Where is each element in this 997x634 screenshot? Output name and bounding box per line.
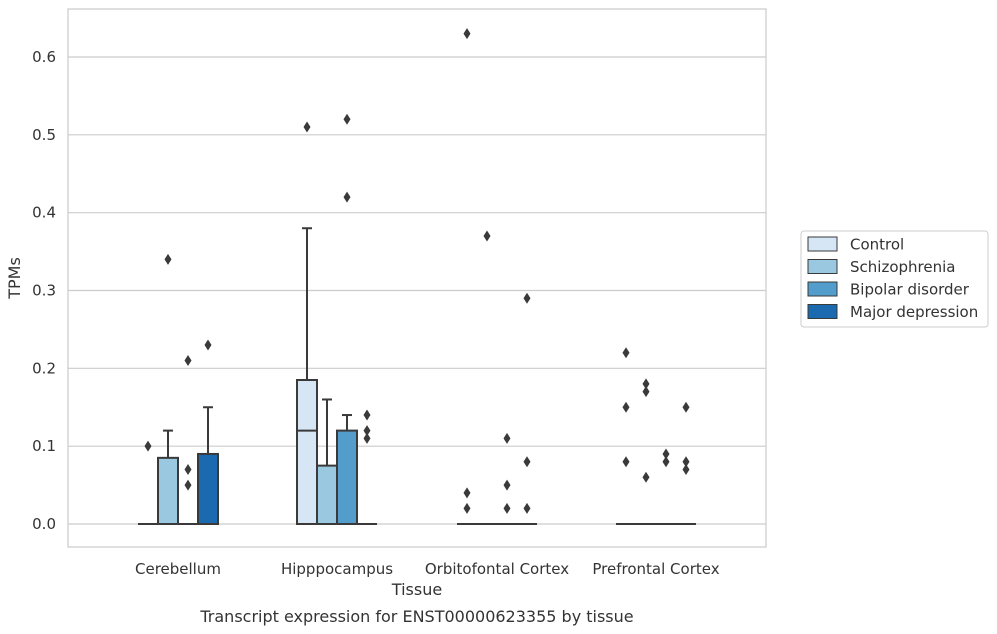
- legend: Control Schizophrenia Bipolar disorder Majo…: [800, 230, 989, 328]
- legend-frame: [800, 230, 989, 328]
- outlier-point: [164, 253, 172, 265]
- grid-lines: [68, 56, 766, 525]
- y-tick-labels: 0.0 0.1 0.2 0.3 0.4 0.5 0.6: [32, 48, 56, 533]
- outlier-point: [363, 425, 371, 437]
- x-axis-label: Tissue: [391, 580, 442, 599]
- box: [316, 464, 338, 525]
- box-major-depression: [517, 292, 537, 525]
- outlier-point: [622, 401, 630, 413]
- outlier-point: [682, 456, 690, 468]
- legend-label: Bipolar disorder: [850, 281, 970, 299]
- box: [336, 429, 358, 526]
- outlier-point: [363, 409, 371, 421]
- y-tick-label: 0.2: [32, 359, 56, 377]
- x-tick-label: Orbitofontal Cortex: [425, 560, 569, 578]
- box-schizophrenia: [157, 253, 179, 526]
- outlier-point: [144, 440, 152, 452]
- y-tick-label: 0.5: [32, 126, 56, 144]
- outlier-point: [483, 230, 491, 242]
- box-major-depression: [357, 409, 377, 525]
- outlier-point: [184, 355, 192, 367]
- box-bipolar-disorder: [336, 113, 358, 526]
- outlier-point: [463, 28, 471, 40]
- x-tick-label: Cerebellum: [135, 560, 221, 578]
- legend-label: Control: [850, 236, 904, 254]
- outlier-point: [343, 191, 351, 203]
- legend-swatch: [807, 236, 838, 252]
- outlier-point: [343, 113, 351, 125]
- outlier-point: [184, 479, 192, 491]
- outlier-point: [662, 448, 670, 460]
- outlier-point: [503, 479, 511, 491]
- x-tick-label: Prefrontal Cortex: [592, 560, 719, 578]
- outlier-point: [523, 292, 531, 304]
- y-tick-label: 0.1: [32, 437, 56, 455]
- legend-swatch: [807, 259, 838, 274]
- outlier-point: [204, 339, 212, 351]
- outlier-point: [184, 464, 192, 476]
- legend-label: Major depression: [850, 303, 978, 321]
- box: [197, 452, 219, 526]
- box-control: [138, 440, 158, 525]
- y-tick-label: 0.0: [32, 515, 56, 533]
- y-tick-label: 0.6: [32, 48, 56, 66]
- box-major-depression: [676, 401, 696, 525]
- box-major-depression: [197, 339, 219, 526]
- outlier-point: [503, 432, 511, 444]
- legend-swatch: [807, 281, 838, 297]
- outlier-point: [662, 456, 670, 468]
- box-bipolar-disorder: [497, 432, 517, 525]
- plot-frame: [67, 8, 767, 548]
- outlier-point: [622, 456, 630, 468]
- y-tick-label: 0.3: [32, 282, 56, 300]
- outlier-point: [523, 502, 531, 514]
- outlier-point: [682, 401, 690, 413]
- box-schizophrenia: [636, 378, 656, 525]
- outlier-point: [463, 502, 471, 514]
- y-axis-label: TPMs: [5, 257, 24, 300]
- outlier-point: [642, 378, 650, 390]
- x-tick-labels: Cerebellum Hipppocampus Orbitofontal Corte…: [135, 560, 720, 578]
- outlier-point: [682, 464, 690, 476]
- chart-caption: Transcript expression for ENST0000062335…: [199, 607, 633, 626]
- box-schizophrenia: [477, 230, 497, 525]
- outlier-point: [523, 456, 531, 468]
- box-control: [616, 347, 636, 525]
- box-series: [138, 28, 696, 526]
- outlier-point: [622, 347, 630, 359]
- legend-swatch: [807, 304, 838, 319]
- legend-label: Schizophrenia: [850, 258, 955, 276]
- box: [157, 456, 179, 526]
- x-tick-label: Hipppocampus: [281, 560, 393, 578]
- y-tick-label: 0.4: [32, 204, 56, 222]
- box: [296, 379, 318, 525]
- box-bipolar-disorder: [656, 448, 676, 525]
- outlier-point: [363, 432, 371, 444]
- outlier-point: [463, 487, 471, 499]
- box-control: [296, 121, 318, 525]
- outlier-point: [503, 502, 511, 514]
- outlier-point: [642, 471, 650, 483]
- box-bipolar-disorder: [178, 355, 198, 525]
- outlier-point: [303, 121, 311, 133]
- outlier-point: [642, 386, 650, 398]
- box-schizophrenia: [316, 398, 338, 525]
- box-control: [457, 28, 477, 525]
